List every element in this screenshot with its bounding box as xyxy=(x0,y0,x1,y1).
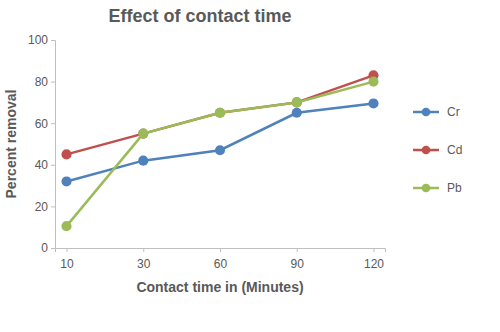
y-axis-line xyxy=(51,41,56,249)
x-tick-label: 60 xyxy=(214,257,228,271)
series-marker xyxy=(368,77,378,87)
y-tick-label: 80 xyxy=(35,75,49,89)
x-tick: 10 xyxy=(60,248,74,271)
y-tick-label: 60 xyxy=(35,117,49,131)
x-tick-label: 90 xyxy=(291,257,305,271)
series-marker xyxy=(292,108,302,118)
y-tick: 80 xyxy=(35,75,55,89)
x-tick-mark xyxy=(297,248,298,252)
y-tick-mark xyxy=(51,82,55,83)
legend-label: Cd xyxy=(447,143,462,157)
plot-area xyxy=(61,70,378,231)
x-tick-mark xyxy=(220,248,221,252)
x-tick-mark xyxy=(143,248,144,252)
legend-marker xyxy=(422,146,431,155)
x-tick-label: 120 xyxy=(364,257,384,271)
chart: Effect of contact time 0 20 40 60 80 100 10 30 60… xyxy=(0,0,500,332)
legend-label: Pb xyxy=(447,181,462,195)
y-tick: 40 xyxy=(35,158,55,172)
x-tick-mark xyxy=(373,248,374,252)
series-marker xyxy=(215,108,225,118)
series-marker xyxy=(61,221,71,231)
y-tick-mark xyxy=(51,165,55,166)
x-tick: 90 xyxy=(291,248,305,271)
x-tick: 120 xyxy=(364,248,384,271)
y-tick-mark xyxy=(51,206,55,207)
x-axis-line xyxy=(56,249,386,253)
legend: Cr Cd Pb xyxy=(413,105,462,195)
series-marker xyxy=(292,97,302,107)
x-tick-label: 10 xyxy=(60,257,74,271)
y-tick-label: 100 xyxy=(28,33,48,47)
series-marker xyxy=(138,129,148,139)
series-marker xyxy=(61,149,71,159)
y-tick-label: 20 xyxy=(35,200,49,214)
y-tick-mark xyxy=(51,123,55,124)
y-tick: 20 xyxy=(35,200,55,214)
y-tick: 60 xyxy=(35,117,55,131)
legend-marker xyxy=(422,184,431,193)
series-marker xyxy=(138,156,148,166)
series-marker xyxy=(368,98,378,108)
y-axis: 0 20 40 60 80 100 xyxy=(28,33,56,255)
y-tick-label: 0 xyxy=(41,241,48,255)
legend-label: Cr xyxy=(447,105,460,119)
y-tick: 100 xyxy=(28,33,55,47)
y-tick-mark xyxy=(51,248,55,249)
y-tick: 0 xyxy=(41,241,55,255)
x-tick: 30 xyxy=(137,248,151,271)
series-marker xyxy=(61,176,71,186)
series-marker xyxy=(292,97,302,107)
x-tick-mark xyxy=(67,248,68,252)
x-axis-title: Contact time in (Minutes) xyxy=(136,279,303,295)
series-marker xyxy=(138,129,148,139)
x-tick: 60 xyxy=(214,248,228,271)
y-axis-title: Percent removal xyxy=(3,90,19,199)
y-tick-label: 40 xyxy=(35,158,49,172)
series-marker xyxy=(215,145,225,155)
x-axis: 10 30 60 90 120 xyxy=(56,248,386,271)
series-line xyxy=(67,82,374,227)
series-line xyxy=(67,75,374,154)
title: Effect of contact time xyxy=(108,6,291,26)
x-tick-label: 30 xyxy=(137,257,151,271)
series-marker xyxy=(215,108,225,118)
legend-marker xyxy=(422,108,431,117)
y-tick-mark xyxy=(51,40,55,41)
